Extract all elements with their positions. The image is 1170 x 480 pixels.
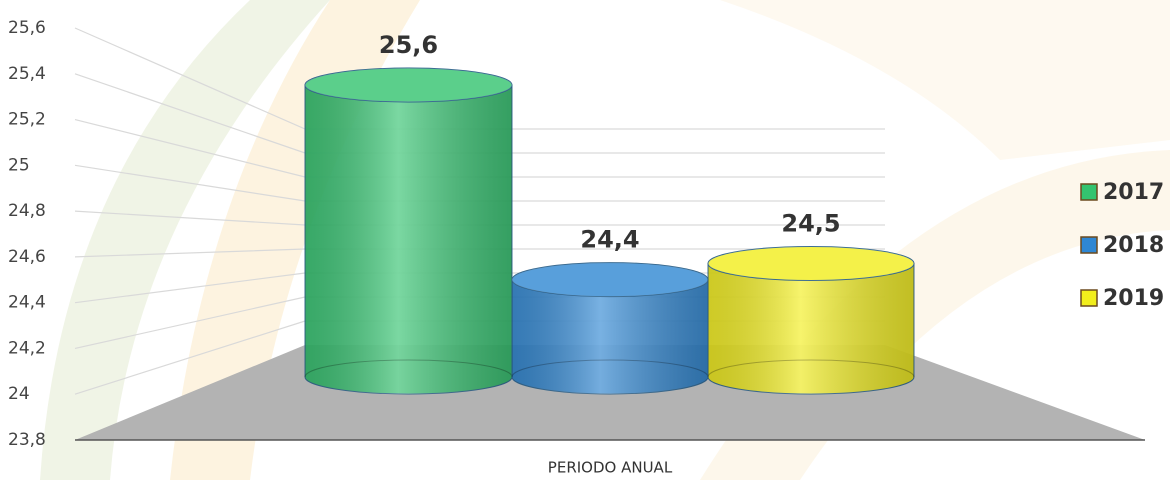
value-label: 24,4 [580, 226, 639, 254]
legend-label: 2019 [1103, 286, 1164, 311]
legend-swatch [1080, 183, 1098, 201]
y-tick-label: 24,8 [8, 201, 46, 221]
y-tick-label: 25 [8, 155, 30, 175]
legend-label: 2018 [1103, 233, 1164, 258]
legend-swatch [1080, 289, 1098, 307]
bar-top [707, 245, 915, 281]
bar-top [304, 67, 513, 103]
y-tick-label: 25,6 [8, 18, 46, 38]
bar-top-highlight [512, 262, 708, 297]
y-tick-label: 25,4 [8, 64, 46, 84]
bar-shine [708, 263, 914, 394]
legend-label: 2017 [1103, 180, 1164, 205]
bar-top-highlight [708, 246, 914, 281]
bar-base-edge [511, 359, 709, 378]
y-tick-label: 24,6 [8, 247, 46, 267]
value-label: 25,6 [379, 31, 438, 59]
y-tick-label: 24,4 [8, 293, 46, 313]
bar-top-highlight [305, 68, 512, 102]
y-tick-label: 24 [8, 384, 30, 404]
y-tick-label: 23,8 [8, 430, 46, 450]
bar-base-edge [304, 359, 513, 378]
bar-shine [305, 85, 512, 394]
bar [304, 67, 513, 395]
bar [707, 245, 915, 395]
value-label: 24,5 [781, 209, 840, 237]
bar-base-edge [707, 359, 915, 378]
bar-shine [512, 279, 708, 394]
x-axis-title: PERIODO ANUAL [548, 459, 673, 477]
bar [511, 262, 709, 395]
y-tick-label: 25,2 [8, 110, 46, 130]
y-tick-label: 24,2 [8, 338, 46, 358]
legend-swatch [1080, 236, 1098, 254]
